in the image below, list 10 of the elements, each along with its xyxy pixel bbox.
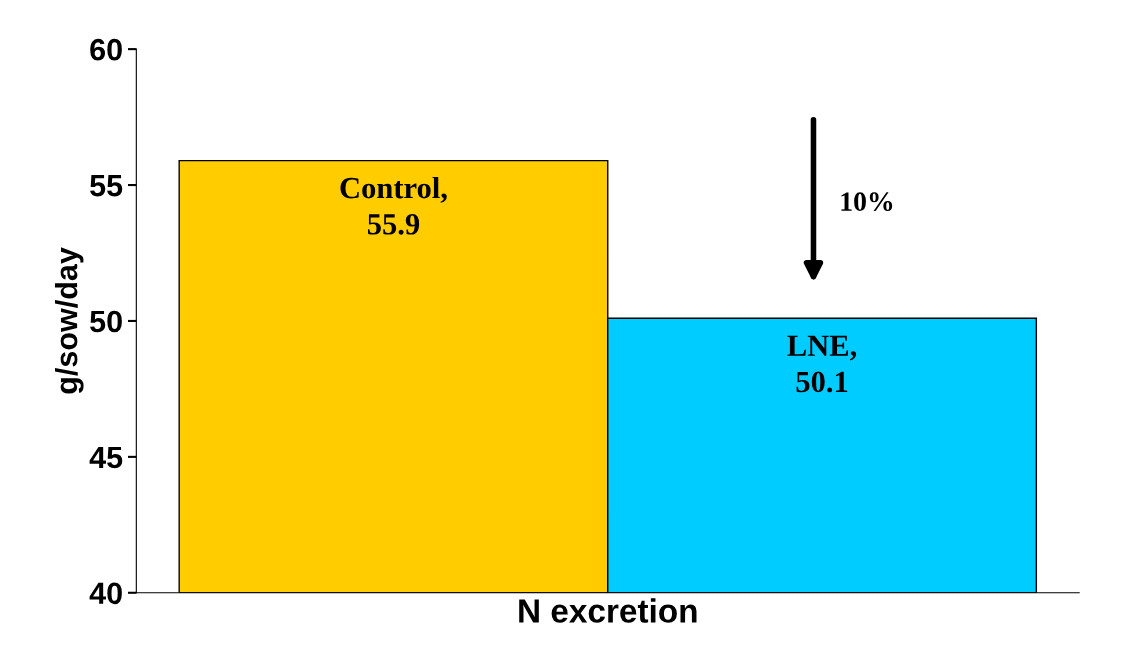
data-label: LNE, 50.1 <box>787 335 857 393</box>
y-axis-title: g/sow/day <box>54 247 84 394</box>
y-tick-label: 45 <box>89 446 123 469</box>
data-label: Control, 55.9 <box>340 176 447 235</box>
y-tick-label: 40 <box>89 582 122 605</box>
y-tick-label: 55 <box>90 175 123 197</box>
x-axis-title: N excretion <box>519 598 697 623</box>
y-tick-label: 50 <box>90 310 122 333</box>
y-tick-label: 60 <box>90 38 122 61</box>
annotation: 10% <box>841 192 893 212</box>
